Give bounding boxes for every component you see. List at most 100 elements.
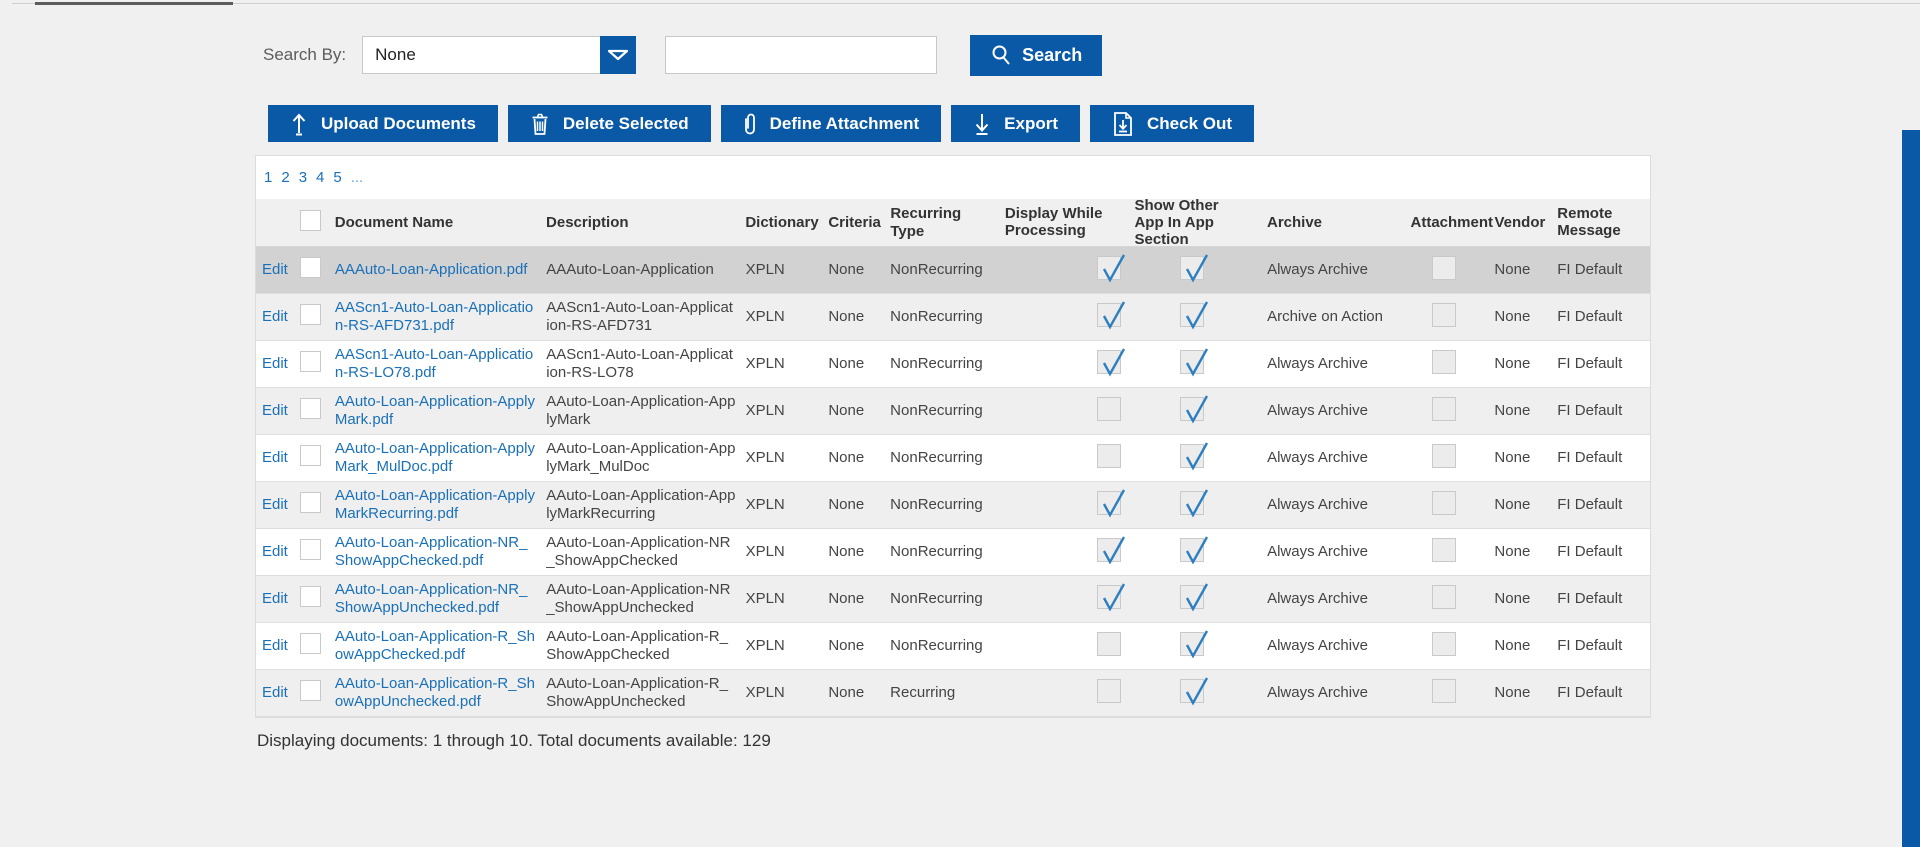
show-other-app-checkbox[interactable] [1180, 347, 1209, 376]
document-name-link[interactable]: AAAuto-Loan-Application.pdf [334, 261, 528, 278]
table-row[interactable]: Edit AAuto-Loan-Application-ApplyMark_Mul… [256, 435, 1650, 482]
table-row[interactable]: Edit AAuto-Loan-Application-NR_ShowAppUnc… [256, 576, 1650, 623]
document-name-link[interactable]: AAuto-Loan-Application-ApplyMark_MulDoc.… [334, 440, 535, 475]
display-while-processing-checkbox[interactable] [1096, 582, 1125, 611]
document-name-link[interactable]: AAScn1-Auto-Loan-Application-RS-LO78.pdf [334, 346, 534, 381]
edit-link[interactable]: Edit [262, 261, 288, 278]
header-show-other-app[interactable]: Show Other App In App Section [1134, 196, 1219, 248]
edit-link[interactable]: Edit [262, 402, 288, 419]
attachment-checkbox[interactable] [1431, 678, 1456, 703]
document-name-link[interactable]: AAScn1-Auto-Loan-Application-RS-AFD731.p… [334, 299, 534, 334]
edit-link[interactable]: Edit [262, 543, 288, 560]
show-other-app-checkbox[interactable] [1180, 582, 1209, 611]
document-name-link[interactable]: AAuto-Loan-Application-R_ShowAppUnchecke… [334, 675, 535, 710]
show-other-app-checkbox[interactable] [1180, 535, 1209, 564]
toolbar-button-label: Check Out [1147, 113, 1233, 133]
attachment-checkbox[interactable] [1431, 443, 1456, 468]
show-other-app-checkbox[interactable] [1180, 629, 1209, 658]
toolbar-button-define-attachment[interactable]: Define Attachment [720, 105, 942, 142]
display-while-processing-checkbox[interactable] [1096, 443, 1121, 468]
chevron-down-icon[interactable] [600, 36, 637, 74]
display-while-processing-checkbox[interactable] [1096, 678, 1121, 703]
attachment-checkbox[interactable] [1431, 302, 1456, 327]
header-dictionary[interactable]: Dictionary [745, 213, 819, 231]
edit-link[interactable]: Edit [262, 590, 288, 607]
row-select-checkbox[interactable] [299, 492, 321, 513]
table-row[interactable]: Edit AAuto-Loan-Application-ApplyMark.pdf… [256, 388, 1650, 435]
show-other-app-checkbox[interactable] [1180, 488, 1209, 517]
attachment-checkbox[interactable] [1431, 537, 1456, 562]
attachment-checkbox[interactable] [1431, 584, 1456, 609]
search-input[interactable] [665, 36, 938, 74]
show-other-app-checkbox[interactable] [1180, 300, 1209, 329]
upload-icon [290, 112, 308, 136]
vertical-scrollbar-thumb[interactable] [1902, 130, 1920, 847]
edit-link[interactable]: Edit [262, 449, 288, 466]
header-recurring-type[interactable]: Recurring Type [890, 204, 962, 240]
table-row[interactable]: Edit AAuto-Loan-Application-R_ShowAppUnch… [256, 670, 1650, 717]
attachment-checkbox[interactable] [1431, 490, 1456, 515]
attachment-checkbox[interactable] [1431, 349, 1456, 374]
display-while-processing-checkbox[interactable] [1096, 300, 1125, 329]
pagination-page-4[interactable]: 4 [316, 169, 325, 186]
row-select-checkbox[interactable] [299, 351, 321, 372]
document-name-link[interactable]: AAuto-Loan-Application-ApplyMark.pdf [334, 393, 535, 428]
pagination-ellipsis[interactable]: ... [350, 169, 364, 186]
header-criteria[interactable]: Criteria [828, 213, 881, 231]
toolbar-button-check-out[interactable]: Check Out [1090, 105, 1255, 142]
table-row[interactable]: Edit AAScn1-Auto-Loan-Application-RS-AFD7… [256, 294, 1650, 341]
edit-link[interactable]: Edit [262, 684, 288, 701]
document-name-link[interactable]: AAuto-Loan-Application-R_ShowAppChecked.… [334, 628, 535, 663]
toolbar-button-upload-documents[interactable]: Upload Documents [268, 105, 498, 142]
display-while-processing-checkbox[interactable] [1096, 396, 1121, 421]
document-name-link[interactable]: AAuto-Loan-Application-ApplyMarkRecurrin… [334, 487, 535, 522]
row-select-checkbox[interactable] [299, 257, 321, 278]
pagination-page-3[interactable]: 3 [298, 169, 308, 186]
edit-link[interactable]: Edit [262, 308, 288, 325]
search-by-dropdown[interactable]: None [362, 36, 637, 74]
header-display-while-processing[interactable]: Display While Processing [1004, 205, 1103, 239]
document-name-link[interactable]: AAuto-Loan-Application-NR_ShowAppChecked… [334, 534, 528, 569]
edit-link[interactable]: Edit [262, 355, 288, 372]
row-select-checkbox[interactable] [299, 586, 321, 607]
show-other-app-checkbox[interactable] [1180, 676, 1209, 705]
header-description[interactable]: Description [546, 213, 629, 231]
search-button[interactable]: Search [970, 34, 1103, 76]
toolbar-button-export[interactable]: Export [951, 105, 1080, 142]
row-select-checkbox[interactable] [299, 398, 321, 419]
display-while-processing-checkbox[interactable] [1096, 488, 1125, 517]
header-vendor[interactable]: Vendor [1494, 213, 1546, 231]
table-row[interactable]: Edit AAScn1-Auto-Loan-Application-RS-LO78… [256, 341, 1650, 388]
header-attachment[interactable]: Attachment [1410, 213, 1494, 231]
pagination-page-5[interactable]: 5 [333, 169, 342, 186]
attachment-checkbox[interactable] [1431, 631, 1456, 656]
display-while-processing-checkbox[interactable] [1096, 631, 1121, 656]
edit-link[interactable]: Edit [262, 637, 288, 654]
display-while-processing-checkbox[interactable] [1096, 253, 1125, 282]
row-select-checkbox[interactable] [299, 539, 321, 560]
document-name-link[interactable]: AAuto-Loan-Application-NR_ShowAppUncheck… [334, 581, 528, 616]
row-select-checkbox[interactable] [299, 304, 321, 325]
table-row[interactable]: Edit AAAuto-Loan-Application.pdf AAAuto-Lo… [256, 247, 1650, 294]
toolbar-button-delete-selected[interactable]: Delete Selected [507, 105, 711, 142]
show-other-app-checkbox[interactable] [1180, 253, 1209, 282]
header-archive[interactable]: Archive [1267, 213, 1323, 231]
select-all-checkbox[interactable] [299, 209, 321, 231]
header-remote-message[interactable]: Remote Message [1557, 205, 1621, 239]
pagination-page-1[interactable]: 1 [264, 169, 273, 186]
pagination-page-2[interactable]: 2 [281, 169, 290, 186]
row-select-checkbox[interactable] [299, 633, 321, 654]
table-row[interactable]: Edit AAuto-Loan-Application-NR_ShowAppChe… [256, 529, 1650, 576]
row-select-checkbox[interactable] [299, 445, 321, 466]
display-while-processing-checkbox[interactable] [1096, 535, 1125, 564]
edit-link[interactable]: Edit [262, 496, 288, 513]
display-while-processing-checkbox[interactable] [1096, 347, 1125, 376]
show-other-app-checkbox[interactable] [1180, 394, 1209, 423]
table-row[interactable]: Edit AAuto-Loan-Application-R_ShowAppChec… [256, 623, 1650, 670]
header-document-name[interactable]: Document Name [334, 213, 454, 231]
show-other-app-checkbox[interactable] [1180, 441, 1209, 470]
attachment-checkbox[interactable] [1431, 396, 1456, 421]
attachment-checkbox[interactable] [1431, 255, 1456, 280]
table-row[interactable]: Edit AAuto-Loan-Application-ApplyMarkRecu… [256, 482, 1650, 529]
row-select-checkbox[interactable] [299, 680, 321, 701]
